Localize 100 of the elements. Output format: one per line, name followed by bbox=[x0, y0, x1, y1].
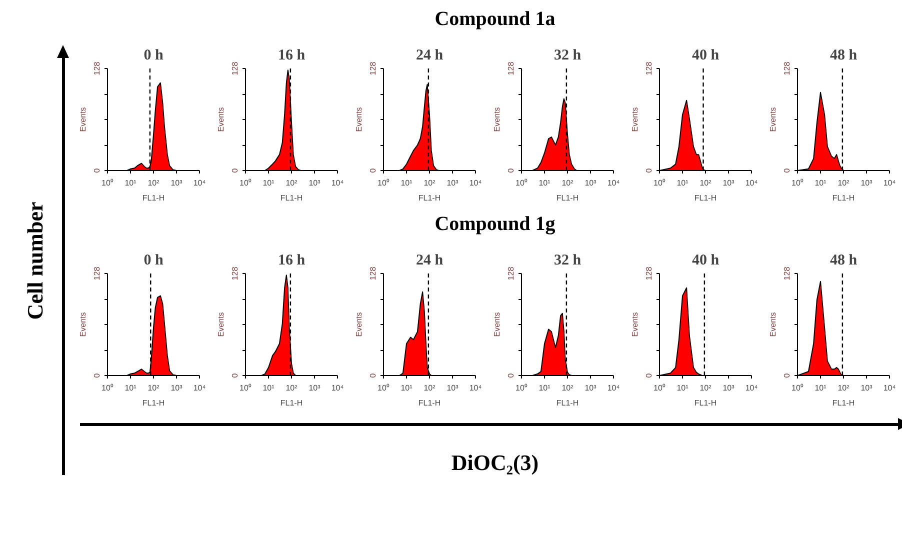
y-tick-label: 128 bbox=[230, 61, 240, 76]
chart-title: 24 h bbox=[416, 48, 444, 64]
x-axis-title: FL1-H bbox=[142, 194, 165, 202]
x-tick-label: 10² bbox=[424, 178, 436, 188]
y-tick-label: 0 bbox=[506, 372, 516, 378]
x-tick-label: 10⁰ bbox=[516, 384, 528, 392]
x-tick-label: 10⁰ bbox=[102, 384, 114, 392]
x-tick-label: 10² bbox=[148, 178, 160, 188]
x-tick-label: 10⁴ bbox=[883, 178, 896, 188]
x-tick-label: 10⁰ bbox=[792, 384, 804, 392]
x-tick-label: 10¹ bbox=[814, 178, 827, 188]
chart-title: 48 h bbox=[830, 48, 858, 64]
y-tick-label: 0 bbox=[644, 372, 654, 378]
text: Cell number bbox=[21, 200, 48, 322]
x-axis-title: FL1-H bbox=[694, 398, 717, 408]
x-tick-label: 10² bbox=[838, 178, 850, 188]
chart-title: 40 h bbox=[692, 252, 720, 268]
y-tick-label: 128 bbox=[92, 266, 102, 280]
y-tick-label: 128 bbox=[368, 61, 378, 76]
y-tick-label: 128 bbox=[92, 61, 102, 76]
y-axis-title: Events bbox=[630, 312, 640, 337]
y-axis-title: Events bbox=[492, 312, 502, 337]
x-tick-label: 10¹ bbox=[538, 178, 551, 188]
x-axis-title: FL1-H bbox=[142, 398, 165, 408]
x-tick-label: 10² bbox=[700, 384, 712, 392]
x-tick-label: 10¹ bbox=[400, 178, 413, 188]
y-tick-label: 0 bbox=[368, 372, 378, 378]
x-tick-label: 10¹ bbox=[262, 384, 275, 392]
x-axis-title: FL1-H bbox=[556, 398, 579, 408]
x-tick-label: 10⁴ bbox=[607, 384, 620, 392]
y-tick-label: 0 bbox=[506, 168, 516, 173]
x-tick-label: 10² bbox=[562, 384, 574, 392]
x-tick-label: 10¹ bbox=[814, 384, 827, 392]
text: DiOC₂(3) bbox=[451, 449, 539, 477]
x-tick-label: 10⁰ bbox=[654, 178, 666, 188]
x-tick-label: 10³ bbox=[722, 178, 735, 188]
x-tick-label: 10² bbox=[562, 178, 574, 188]
x-tick-label: 10⁰ bbox=[240, 384, 252, 392]
y-tick-label: 128 bbox=[644, 266, 654, 280]
x-tick-label: 10⁴ bbox=[469, 384, 482, 392]
x-tick-label: 10⁴ bbox=[745, 178, 758, 188]
x-tick-label: 10⁰ bbox=[102, 178, 114, 188]
y-axis-title: Events bbox=[216, 107, 226, 132]
y-tick-label: 0 bbox=[230, 168, 240, 173]
y-tick-label: 128 bbox=[782, 61, 792, 76]
chart-title: 32 h bbox=[554, 48, 582, 64]
y-axis-title: Events bbox=[768, 312, 778, 337]
y-tick-label: 128 bbox=[644, 61, 654, 76]
x-axis-title: FL1-H bbox=[694, 194, 717, 202]
x-tick-label: 10² bbox=[838, 384, 850, 392]
x-tick-label: 10² bbox=[424, 384, 436, 392]
y-tick-label: 0 bbox=[782, 372, 792, 378]
y-tick-label: 0 bbox=[644, 168, 654, 173]
y-tick-label: 0 bbox=[92, 372, 102, 378]
x-tick-label: 10⁴ bbox=[607, 178, 620, 188]
y-axis-title: Events bbox=[630, 107, 640, 132]
y-tick-label: 128 bbox=[368, 266, 378, 280]
text: Compound 1a bbox=[434, 7, 556, 32]
x-tick-label: 10⁴ bbox=[745, 384, 758, 392]
x-tick-label: 10⁴ bbox=[883, 384, 896, 392]
y-tick-label: 128 bbox=[506, 266, 516, 280]
x-tick-label: 10⁴ bbox=[193, 178, 206, 188]
x-tick-label: 10³ bbox=[860, 178, 873, 188]
x-tick-label: 10³ bbox=[170, 178, 183, 188]
x-tick-label: 10¹ bbox=[124, 384, 137, 392]
x-tick-label: 10⁰ bbox=[378, 384, 390, 392]
x-tick-label: 10¹ bbox=[262, 178, 275, 188]
x-tick-label: 10³ bbox=[308, 178, 321, 188]
x-tick-label: 10² bbox=[700, 178, 712, 188]
x-tick-label: 10³ bbox=[584, 384, 597, 392]
x-tick-label: 10⁴ bbox=[469, 178, 482, 188]
x-tick-label: 10³ bbox=[170, 384, 183, 392]
chart-title: 24 h bbox=[416, 252, 444, 268]
chart-title: 0 h bbox=[144, 252, 164, 268]
y-tick-label: 128 bbox=[506, 61, 516, 76]
x-tick-label: 10² bbox=[148, 384, 160, 392]
x-tick-label: 10² bbox=[286, 178, 298, 188]
chart-title: 0 h bbox=[144, 48, 164, 64]
x-axis-title: FL1-H bbox=[280, 398, 303, 408]
x-axis-title: FL1-H bbox=[832, 398, 855, 408]
x-tick-label: 10³ bbox=[584, 178, 597, 188]
x-tick-label: 10⁰ bbox=[240, 178, 252, 188]
x-tick-label: 10⁴ bbox=[331, 178, 344, 188]
x-axis-title: FL1-H bbox=[556, 194, 579, 202]
y-tick-label: 0 bbox=[368, 168, 378, 173]
x-tick-label: 10⁰ bbox=[516, 178, 528, 188]
y-tick-label: 0 bbox=[782, 168, 792, 173]
x-tick-label: 10³ bbox=[308, 384, 321, 392]
y-tick-label: 128 bbox=[782, 266, 792, 280]
x-tick-label: 10⁰ bbox=[378, 178, 390, 188]
x-tick-label: 10¹ bbox=[676, 384, 689, 392]
y-tick-label: 0 bbox=[92, 168, 102, 173]
x-tick-label: 10¹ bbox=[124, 178, 137, 188]
x-tick-label: 10¹ bbox=[538, 384, 551, 392]
x-tick-label: 10³ bbox=[860, 384, 873, 392]
x-axis-title: FL1-H bbox=[418, 194, 441, 202]
x-tick-label: 10⁴ bbox=[331, 384, 344, 392]
y-axis-title: Events bbox=[78, 107, 88, 132]
x-tick-label: 10⁴ bbox=[193, 384, 206, 392]
x-tick-label: 10³ bbox=[446, 178, 459, 188]
